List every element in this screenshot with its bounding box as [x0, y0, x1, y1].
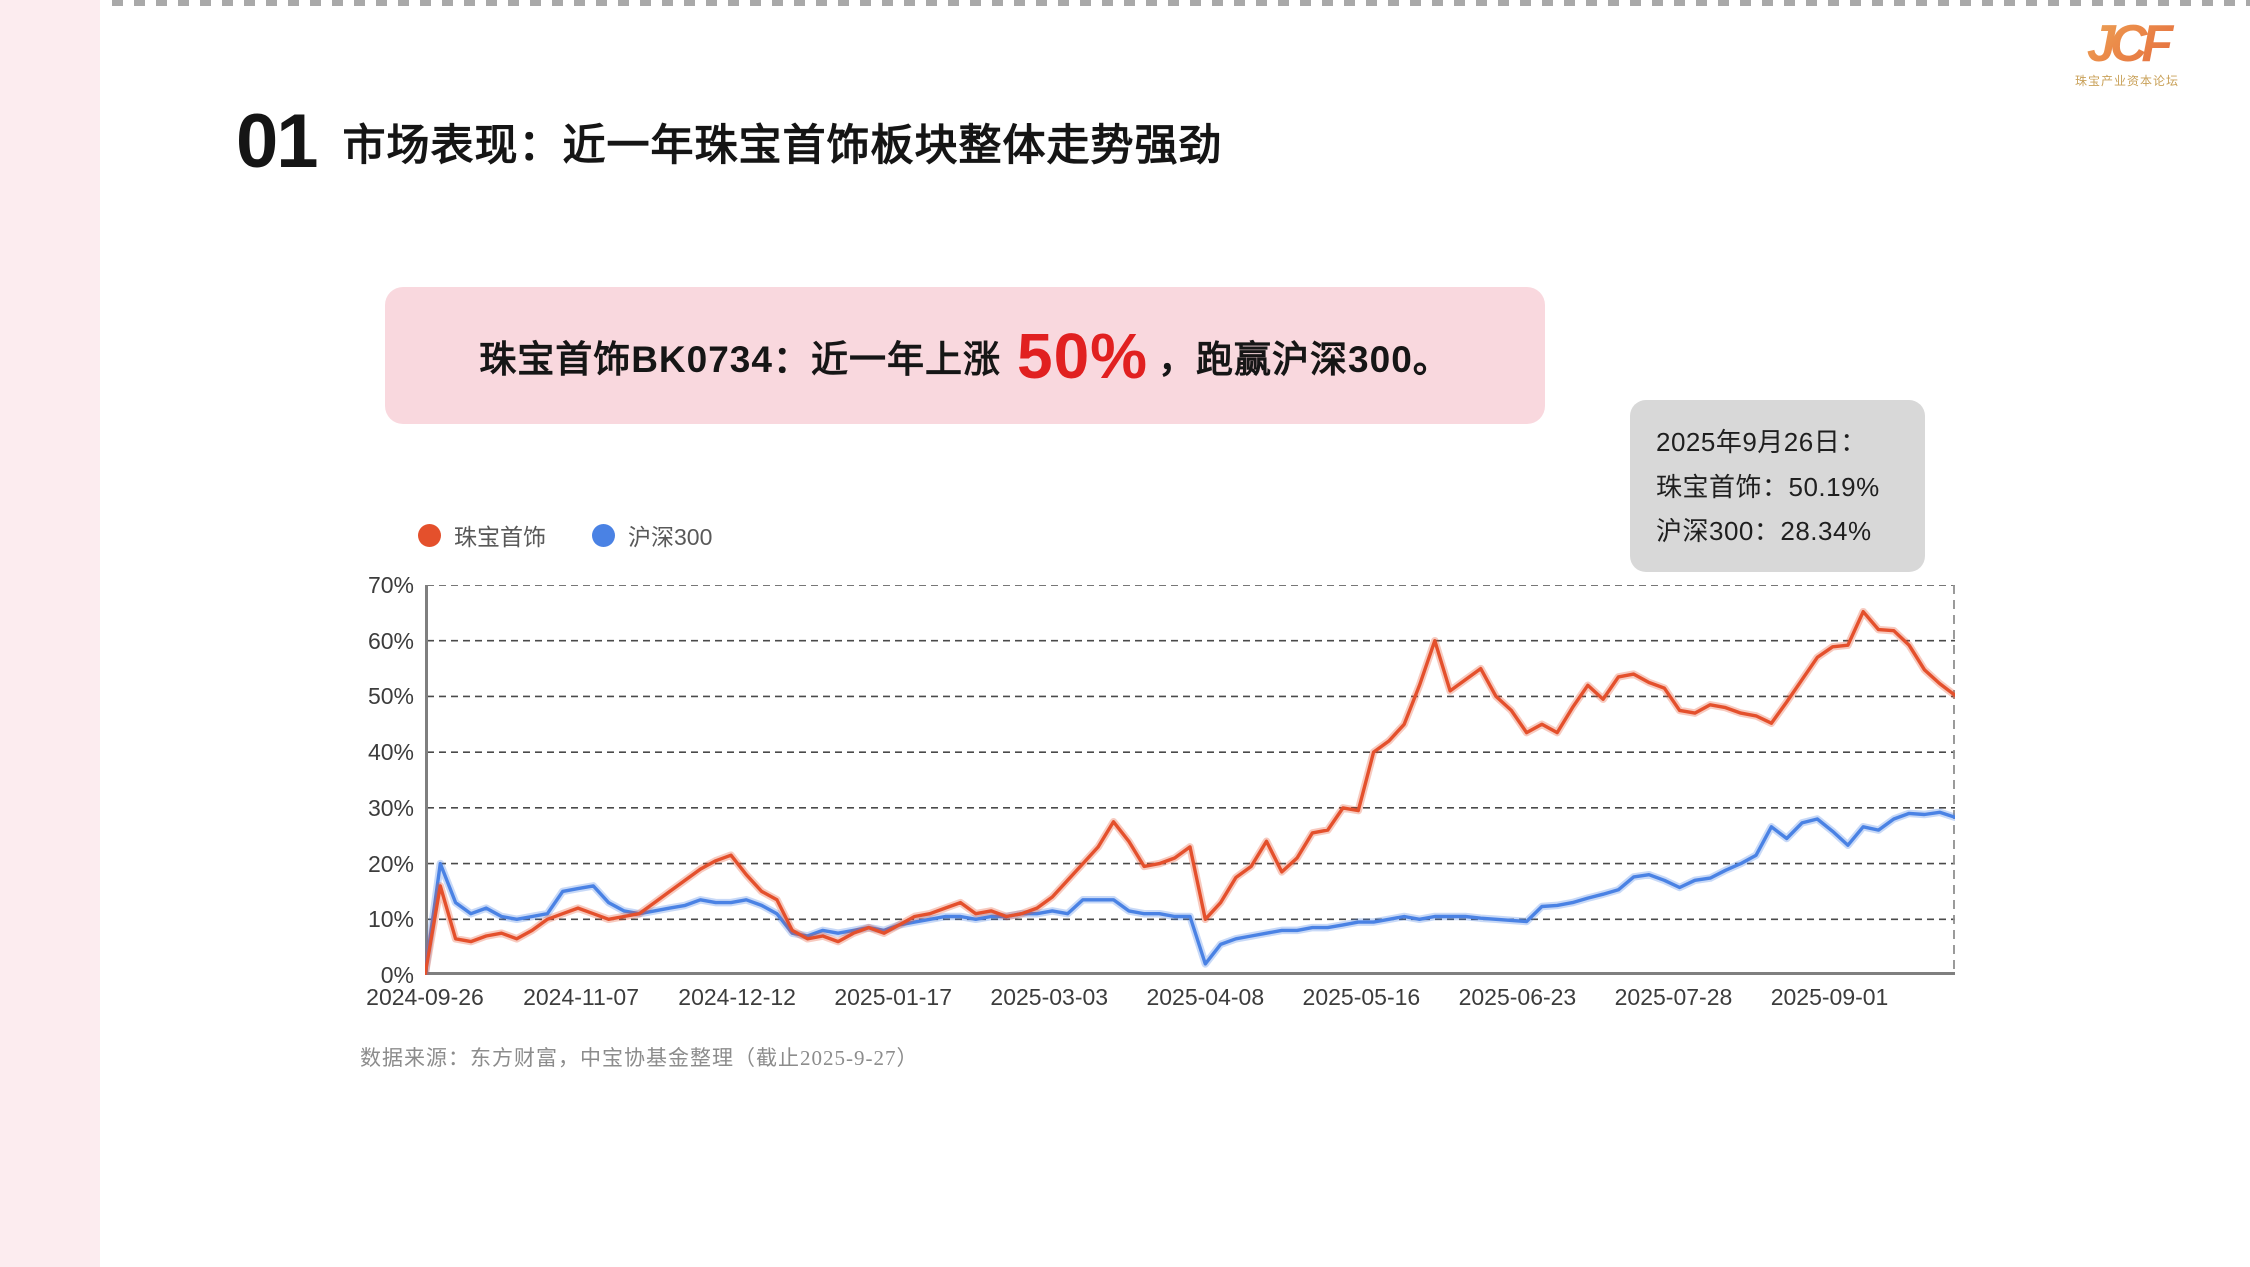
x-axis-label: 2024-11-07: [523, 984, 640, 1010]
title-row: 01 市场表现：近一年珠宝首饰板块整体走势强劲: [236, 104, 1223, 180]
y-axis-label: 60%: [367, 627, 414, 654]
chart-svg: [421, 584, 1959, 979]
dashed-top-border: [112, 0, 2250, 6]
forum-logo: JCF 珠宝产业资本论坛: [2032, 18, 2222, 89]
legend-label: 沪深300: [628, 524, 713, 550]
y-axis: 70% 60% 50% 40% 30% 20% 10% 0%: [328, 572, 414, 988]
legend-label: 珠宝首饰: [454, 524, 546, 550]
x-axis-label: 2025-06-23: [1458, 984, 1577, 1010]
callout-content: 珠宝首饰BK0734：近一年上涨 50% ，跑赢沪深300。: [479, 319, 1451, 393]
chart-plot-area: [421, 584, 1959, 979]
callout-prefix: 珠宝首饰BK0734：近一年上涨: [479, 338, 1001, 380]
x-axis-label: 2025-01-17: [834, 984, 952, 1010]
highlight-callout: 珠宝首饰BK0734：近一年上涨 50% ，跑赢沪深300。: [385, 287, 1545, 424]
x-axis-label: 2024-12-12: [678, 984, 796, 1010]
y-axis-label: 30%: [367, 794, 414, 821]
logo-monogram-icon: JCF: [2032, 18, 2222, 70]
legend-item: 珠宝首饰: [418, 518, 546, 552]
x-axis-label: 2025-05-16: [1302, 984, 1421, 1010]
csi300-series-line: [421, 808, 1959, 979]
annotation-csi300-value: 沪深300：28.34%: [1656, 516, 1872, 547]
y-axis-label: 40%: [367, 739, 414, 766]
callout-suffix: ，跑赢沪深300。: [1158, 338, 1451, 380]
slide-number: 01: [236, 99, 319, 184]
source-note: 数据来源：东方财富，中宝协基金整理（截止2025-9-27）: [360, 1046, 919, 1070]
y-axis-label: 70%: [367, 572, 414, 598]
pink-accent-strip: [0, 0, 100, 1267]
annotation-box: 2025年9月26日： 珠宝首饰：50.19% 沪深300：28.34%: [1630, 400, 1925, 572]
y-axis-label: 20%: [367, 850, 414, 877]
x-axis: 2024-09-26 2024-11-07 2024-12-12 2025-01-17…: [366, 984, 1955, 1014]
legend-item: 沪深300: [592, 518, 712, 552]
chart-legend: 珠宝首饰 沪深300: [418, 518, 712, 552]
x-axis-label: 2025-09-01: [1770, 984, 1889, 1010]
annotation-jewelry-value: 珠宝首饰：50.19%: [1656, 471, 1880, 502]
callout-percentage: 50%: [1016, 319, 1149, 392]
x-axis-label: 2024-09-26: [366, 984, 484, 1010]
y-axis-label: 50%: [367, 683, 414, 710]
logo-caption: 珠宝产业资本论坛: [2074, 74, 2179, 88]
x-axis-label: 2025-07-28: [1614, 984, 1733, 1010]
x-axis-label: 2025-03-03: [990, 984, 1109, 1010]
annotation-date: 2025年9月26日：: [1656, 427, 1867, 457]
y-axis-label: 10%: [367, 906, 414, 933]
x-axis-label: 2025-04-08: [1146, 984, 1265, 1010]
csi300-series-line: [423, 810, 1957, 977]
legend-swatch-icon: [418, 523, 441, 547]
page-title: 市场表现：近一年珠宝首饰板块整体走势强劲: [342, 122, 1223, 170]
y-axis-label: 0%: [380, 962, 414, 988]
legend-swatch-icon: [592, 523, 615, 547]
jewelry-series-line: [423, 610, 1957, 977]
